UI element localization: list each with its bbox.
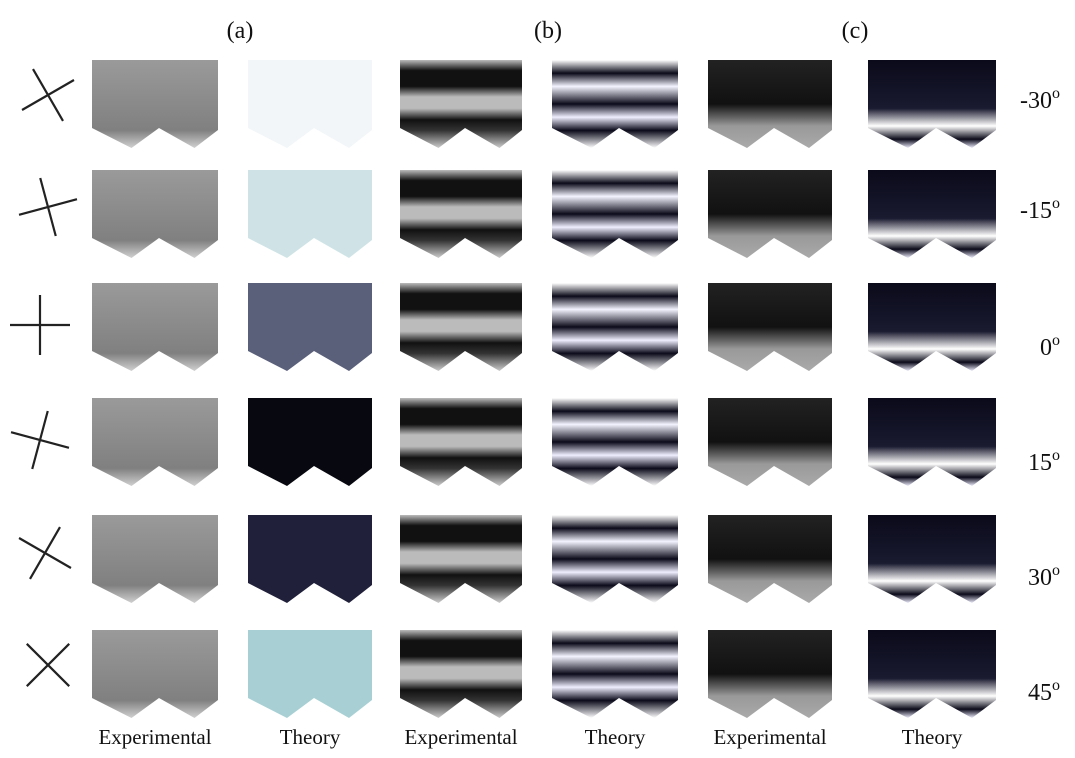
micrograph bbox=[248, 630, 372, 718]
micrograph bbox=[400, 515, 522, 603]
micrograph bbox=[248, 60, 372, 148]
column-label: Experimental bbox=[713, 725, 826, 749]
micrograph bbox=[92, 60, 218, 148]
micrograph bbox=[92, 170, 218, 258]
polarizer-icon bbox=[11, 170, 84, 243]
micrograph bbox=[552, 283, 678, 371]
degree-mark: o bbox=[1052, 447, 1060, 464]
micrograph bbox=[92, 630, 218, 718]
micrograph bbox=[400, 630, 522, 718]
micrograph bbox=[400, 170, 522, 258]
column-label: Experimental bbox=[404, 725, 517, 749]
angle-label: 30o bbox=[1028, 562, 1060, 591]
micrograph bbox=[552, 398, 678, 486]
micrograph bbox=[868, 60, 996, 148]
polarizer-icon bbox=[10, 295, 70, 355]
angle-label: 45o bbox=[1028, 677, 1060, 706]
micrograph bbox=[868, 398, 996, 486]
micrograph bbox=[868, 515, 996, 603]
angle-value: -15 bbox=[1020, 198, 1052, 224]
polarizer-icon bbox=[7, 54, 89, 136]
micrograph bbox=[400, 398, 522, 486]
degree-mark: o bbox=[1052, 677, 1060, 694]
angle-label: 0o bbox=[1040, 332, 1060, 361]
polarizer-icon bbox=[4, 512, 86, 594]
column-label: Theory bbox=[902, 725, 963, 749]
micrograph bbox=[868, 170, 996, 258]
column-label: Experimental bbox=[98, 725, 211, 749]
micrograph bbox=[400, 283, 522, 371]
angle-label: -30o bbox=[1020, 85, 1060, 114]
micrograph bbox=[708, 398, 832, 486]
micrograph bbox=[248, 515, 372, 603]
angle-value: 15 bbox=[1028, 450, 1052, 476]
angle-value: 45 bbox=[1028, 680, 1052, 706]
micrograph bbox=[248, 398, 372, 486]
micrograph bbox=[92, 515, 218, 603]
column-label: Theory bbox=[585, 725, 646, 749]
angle-label: -15o bbox=[1020, 195, 1060, 224]
panel-label: (a) bbox=[227, 18, 254, 44]
micrograph bbox=[708, 170, 832, 258]
micrograph bbox=[552, 170, 678, 258]
degree-mark: o bbox=[1052, 85, 1060, 102]
micrograph bbox=[248, 170, 372, 258]
figure: (a) (b) (c) Experimental Theory Experimental T… bbox=[0, 0, 1075, 758]
angle-label: 15o bbox=[1028, 447, 1060, 476]
degree-mark: o bbox=[1052, 562, 1060, 579]
angle-value: 30 bbox=[1028, 565, 1052, 591]
micrograph bbox=[708, 515, 832, 603]
micrograph bbox=[552, 60, 678, 148]
column-label: Theory bbox=[280, 725, 341, 749]
micrograph bbox=[92, 398, 218, 486]
micrograph bbox=[708, 283, 832, 371]
degree-mark: o bbox=[1052, 195, 1060, 212]
micrograph bbox=[92, 283, 218, 371]
polarizer-icon bbox=[6, 623, 91, 708]
polarizer-icon bbox=[3, 403, 76, 476]
micrograph bbox=[868, 630, 996, 718]
panel-label: (c) bbox=[842, 18, 869, 44]
micrograph bbox=[248, 283, 372, 371]
micrograph bbox=[552, 630, 678, 718]
micrograph bbox=[708, 60, 832, 148]
micrograph bbox=[400, 60, 522, 148]
degree-mark: o bbox=[1052, 332, 1060, 349]
angle-value: -30 bbox=[1020, 88, 1052, 114]
angle-value: 0 bbox=[1040, 335, 1052, 361]
micrograph bbox=[868, 283, 996, 371]
micrograph bbox=[552, 515, 678, 603]
panel-label: (b) bbox=[534, 18, 562, 44]
micrograph bbox=[708, 630, 832, 718]
